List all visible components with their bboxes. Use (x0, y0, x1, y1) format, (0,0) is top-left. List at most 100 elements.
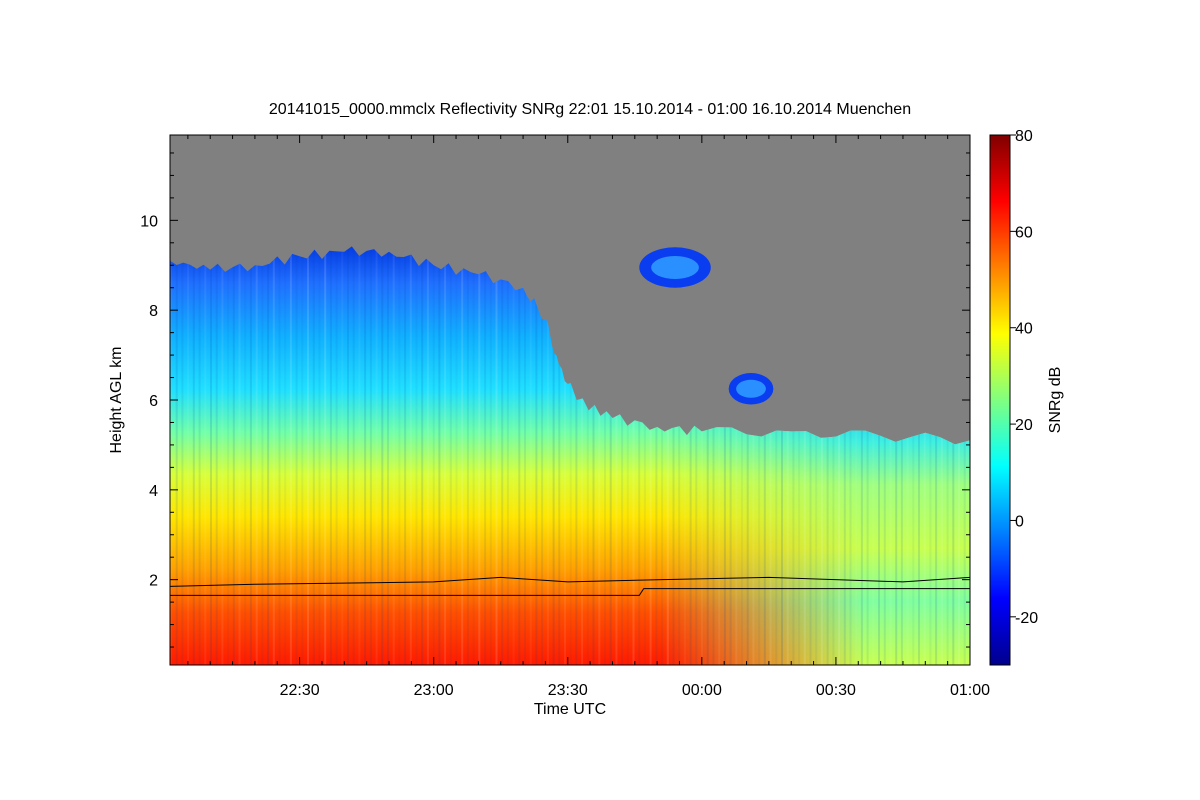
fallstreak (752, 246, 755, 665)
fallstreak (609, 246, 612, 665)
x-tick-label: 01:00 (950, 682, 990, 699)
fallstreak (432, 246, 435, 665)
fallstreak (552, 246, 555, 665)
fallstreak (335, 246, 338, 665)
fallstreak (781, 246, 783, 665)
fallstreak (575, 246, 578, 665)
plot-area (170, 135, 970, 665)
fallstreak (518, 246, 521, 665)
fallstreak (621, 246, 624, 665)
fallstreak (638, 246, 641, 665)
fallstreak (860, 246, 863, 665)
fallstreak (564, 246, 566, 665)
fallstreak (712, 246, 715, 665)
fallstreak (792, 246, 795, 665)
fallstreak (820, 246, 823, 665)
y-axis-label: Height AGL km (108, 346, 125, 453)
y-axis: 2 4 6 8 10 (140, 152, 970, 648)
fallstreak (661, 246, 664, 665)
fallstreak (586, 246, 589, 665)
fallstreak (843, 246, 846, 665)
x-tick-label: 22:30 (280, 682, 320, 699)
colorbar-ticks: -20 0 20 40 60 80 (1010, 128, 1038, 627)
fallstreak (889, 246, 892, 665)
fallstreak (604, 246, 606, 665)
fallstreak (826, 246, 829, 665)
fallstreak (546, 246, 549, 665)
x-axis-label: Time UTC (534, 701, 606, 718)
colorbar-gradient (989, 134, 1011, 666)
fallstreak (649, 246, 652, 665)
fallstreak (455, 246, 458, 665)
fallstreak (615, 246, 618, 665)
fallstreak (307, 246, 309, 665)
x-axis: 22:30 23:00 23:30 00:00 00:30 01:00 (187, 135, 990, 699)
fallstreak (763, 246, 766, 665)
fallstreak (466, 246, 469, 665)
fallstreak (706, 246, 709, 665)
fallstreak (895, 246, 898, 665)
fallstreak (878, 246, 880, 665)
fallstreak (935, 246, 938, 665)
fallstreak (426, 246, 429, 665)
fallstreak (192, 246, 195, 665)
fallstreak (484, 246, 487, 665)
fallstreak (912, 246, 915, 665)
fallstreak (529, 246, 532, 665)
fallstreak (946, 246, 949, 665)
fallstreak (312, 246, 315, 665)
fallstreak (501, 246, 504, 665)
colorbar-tick-label: 20 (1015, 417, 1033, 434)
fallstreak (232, 246, 235, 665)
fallstreak (181, 246, 184, 665)
y-tick-label: 6 (149, 393, 158, 410)
fallstreak (187, 246, 190, 665)
fallstreak (632, 246, 635, 665)
fallstreak (461, 246, 464, 665)
fallstreak (249, 246, 252, 665)
fallstreak (398, 246, 401, 665)
colorbar-tick-label: 60 (1015, 224, 1033, 241)
fallstreak (421, 246, 424, 665)
colorbar-tick-label: 40 (1015, 321, 1033, 338)
fallstreak (449, 246, 452, 665)
fallstreak (478, 246, 481, 665)
fallstreak (381, 246, 384, 665)
fallstreak (695, 246, 698, 665)
fallstreak (204, 246, 207, 665)
fallstreak (666, 246, 669, 665)
fallstreak (832, 246, 835, 665)
fallstreak (558, 246, 561, 665)
y-tick-label: 4 (149, 483, 158, 500)
fallstreak (198, 246, 201, 665)
fallstreak (318, 246, 321, 665)
fallstreak (278, 246, 281, 665)
fallstreak (261, 246, 264, 665)
fallstreak (701, 246, 703, 665)
fallstreak (872, 246, 875, 665)
fallstreak (284, 246, 287, 665)
fallstreak (489, 246, 492, 665)
fallstreak (352, 246, 355, 665)
fallstreak (369, 246, 372, 665)
fallstreak (392, 246, 395, 665)
fallstreak (495, 246, 498, 665)
y-tick-label: 8 (149, 303, 158, 320)
fallstreak (918, 246, 920, 665)
fallstreak (940, 246, 943, 665)
fallstreak (718, 246, 721, 665)
fallstreak (358, 246, 361, 665)
fallstreak (535, 246, 538, 665)
fallstreak (210, 246, 212, 665)
cloud-patch-core (651, 255, 699, 280)
fallstreak (655, 246, 658, 665)
fallstreak (227, 246, 230, 665)
cloud-patches (639, 247, 774, 405)
y-tick-label: 10 (140, 213, 158, 230)
colorbar: -20 0 20 40 60 80 SNRg dB (989, 128, 1064, 666)
fallstreak (341, 246, 344, 665)
colorbar-tick-label: 0 (1015, 513, 1024, 530)
chart-title: 20141015_0000.mmclx Reflectivity SNRg 22… (269, 101, 911, 118)
fallstreak (683, 246, 686, 665)
fallstreak (786, 246, 789, 665)
